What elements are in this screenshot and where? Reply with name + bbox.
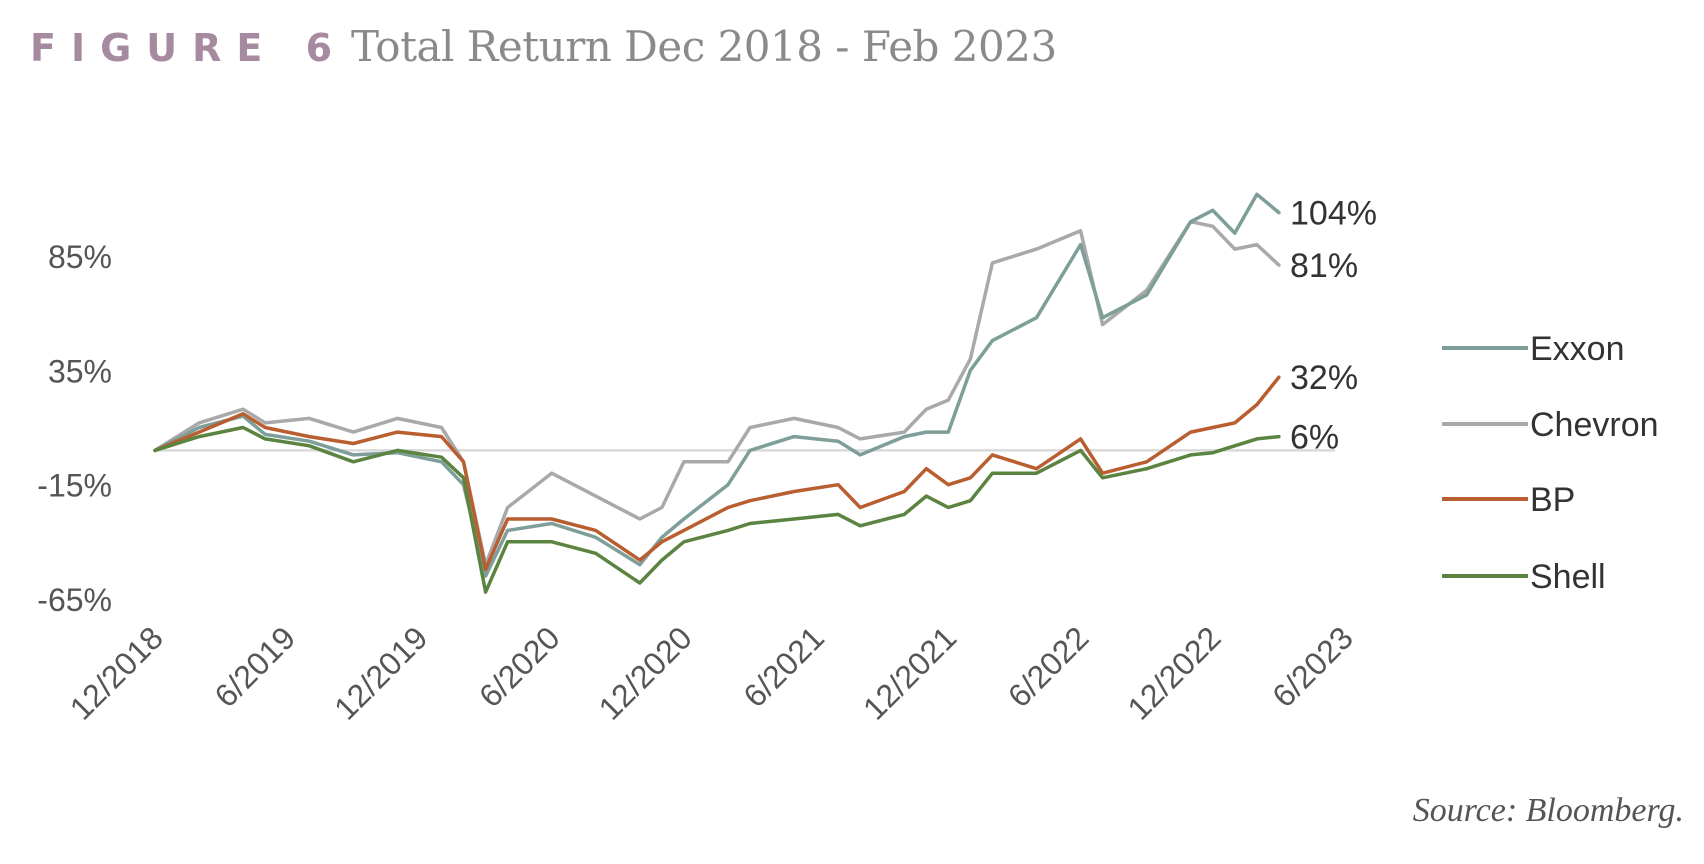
figure-title: Total Return Dec 2018 - Feb 2023	[351, 22, 1057, 71]
series-line-bp	[153, 375, 1281, 572]
y-tick-label: 85%	[48, 239, 112, 275]
x-tick-label: 6/2019	[208, 619, 303, 714]
legend-label-bp: BP	[1530, 481, 1575, 519]
series-line-chevron	[153, 219, 1281, 567]
x-tick-label: 6/2020	[472, 619, 567, 714]
x-tick-label: 12/2020	[592, 619, 699, 726]
end-label-exxon: 104%	[1290, 195, 1377, 233]
x-tick-label: 12/2022	[1120, 619, 1227, 726]
y-tick-label: 35%	[48, 353, 112, 389]
x-tick-label: 6/2022	[1001, 619, 1096, 714]
y-tick-label: -65%	[37, 582, 112, 618]
end-label-chevron: 81%	[1290, 247, 1358, 285]
x-tick-label: 6/2023	[1265, 619, 1360, 714]
x-tick-label: 6/2021	[736, 619, 831, 714]
y-tick-label: -15%	[37, 468, 112, 504]
figure-header: FIGURE 6Total Return Dec 2018 - Feb 2023	[30, 22, 1057, 71]
legend-label-shell: Shell	[1530, 558, 1606, 596]
end-label-shell: 6%	[1290, 419, 1339, 457]
end-label-bp: 32%	[1290, 359, 1358, 397]
series-line-shell	[153, 425, 1281, 594]
series-line-exxon	[153, 192, 1281, 578]
x-tick-label: 12/2018	[63, 619, 170, 726]
x-tick-label: 12/2019	[327, 619, 434, 726]
legend-label-chevron: Chevron	[1530, 406, 1659, 444]
source-note: Source: Bloomberg.	[1412, 792, 1684, 829]
figure-label: FIGURE 6	[30, 26, 348, 70]
x-tick-label: 12/2021	[856, 619, 963, 726]
legend-label-exxon: Exxon	[1530, 330, 1625, 368]
